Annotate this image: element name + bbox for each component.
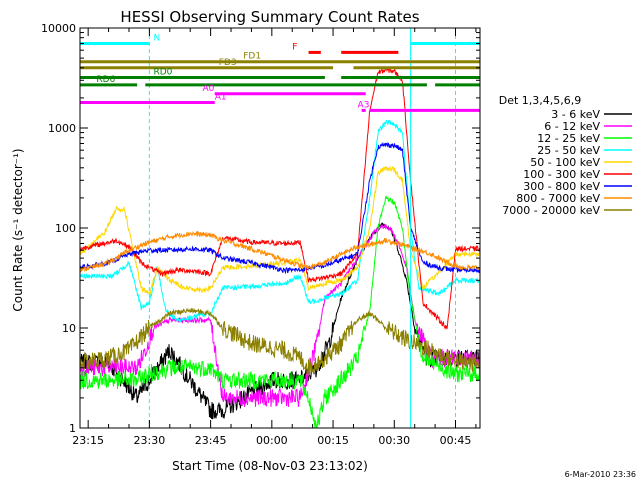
series-line-2 <box>80 223 480 407</box>
legend-label-4: 25 - 50 keV <box>537 144 600 157</box>
x-tick-label-7: 00:45 <box>440 434 472 447</box>
legend-label-9: 7000 - 20000 keV <box>502 204 600 217</box>
x-tick-label-4: 00:00 <box>256 434 288 447</box>
series-line-9 <box>80 307 480 377</box>
y-axis-title: Count Rate (s⁻¹ detector⁻¹) <box>11 148 25 311</box>
legend-label-3: 12 - 25 keV <box>537 132 600 145</box>
x-tick-label-1: 23:15 <box>72 434 104 447</box>
series-line-7 <box>80 141 480 275</box>
legend-label-1: 3 - 6 keV <box>551 108 600 121</box>
series-line-8 <box>80 230 480 273</box>
x-tick-label-5: 00:15 <box>317 434 349 447</box>
legend-label-6: 100 - 300 keV <box>523 168 600 181</box>
series-line-1 <box>80 222 480 420</box>
x-axis-title: Start Time (08-Nov-03 23:13:02) <box>172 459 368 473</box>
plot-content <box>80 28 480 428</box>
y-tick-label-5: 10000 <box>41 22 76 35</box>
status-label-RD0: RD0 <box>153 67 172 77</box>
status-label-FD3: FD3 <box>219 58 237 68</box>
legend-label-8: 800 - 7000 keV <box>516 192 600 205</box>
legend-label-2: 6 - 12 keV <box>544 120 600 133</box>
y-tick-label-4: 1000 <box>48 122 76 135</box>
legend-title: Det 1,3,4,5,6,9 <box>499 94 582 107</box>
status-label-A0: A0 <box>202 84 214 94</box>
status-label-FD1: FD1 <box>243 52 261 62</box>
status-label-F: F <box>292 42 297 52</box>
x-tick-label-3: 23:45 <box>195 434 227 447</box>
footer-timestamp: 6-Mar-2010 23:36 <box>565 470 636 479</box>
status-label-RD6: RD6 <box>96 75 115 85</box>
y-tick-label-3: 100 <box>55 222 76 235</box>
axes: 1 10 100 1000 10000 23:15 23:30 23:45 00:00 00:15… <box>41 22 481 447</box>
x-tick-label-6: 00:30 <box>378 434 410 447</box>
y-tick-label-1: 1 <box>69 422 76 435</box>
status-label-A3: A3 <box>358 100 370 110</box>
status-label-A1: A1 <box>215 92 227 102</box>
chart-title: HESSI Observing Summary Count Rates <box>120 8 419 26</box>
legend-label-7: 300 - 800 keV <box>523 180 600 193</box>
series-line-3 <box>80 195 480 428</box>
status-label-N: N <box>153 33 160 43</box>
series-line-4 <box>80 119 480 324</box>
series-line-6 <box>80 66 480 331</box>
x-tick-label-2: 23:30 <box>134 434 166 447</box>
legend-label-5: 50 - 100 keV <box>530 156 600 169</box>
y-tick-label-2: 10 <box>62 322 76 335</box>
